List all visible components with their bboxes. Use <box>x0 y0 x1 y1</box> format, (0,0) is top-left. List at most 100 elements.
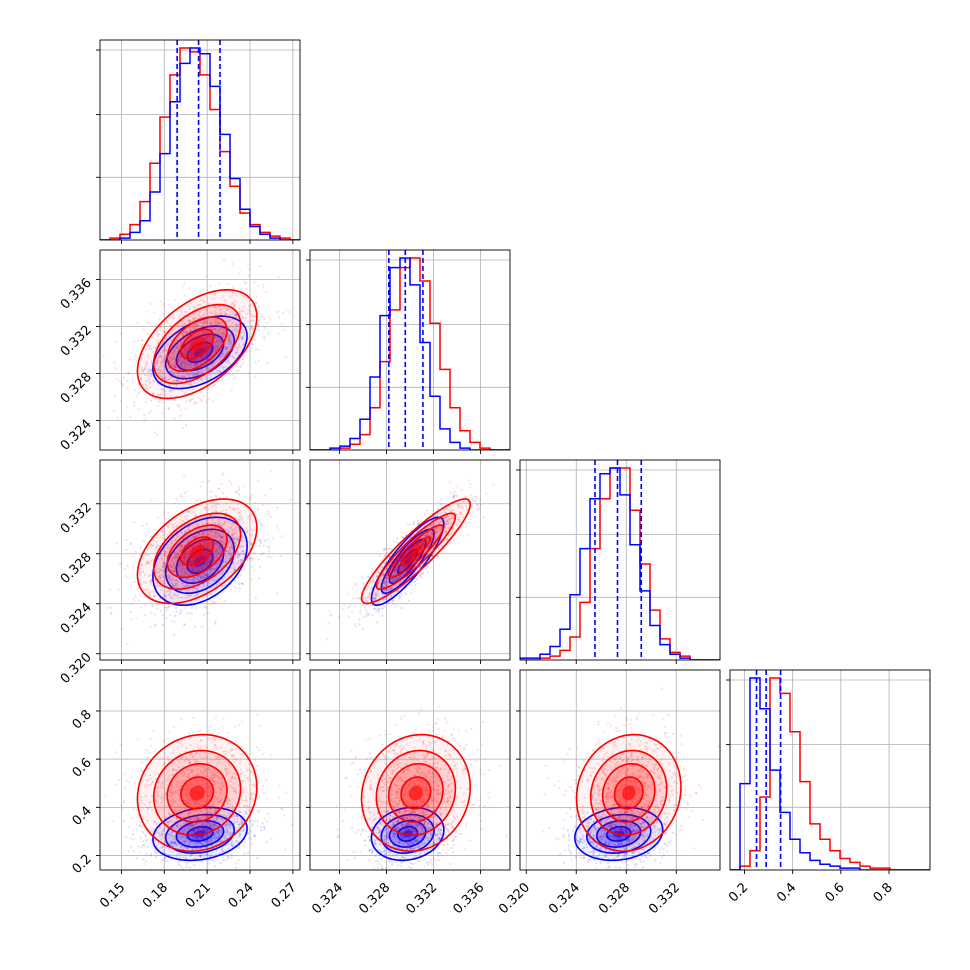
scatter-point <box>132 555 135 558</box>
scatter-point <box>180 362 183 365</box>
scatter-point <box>172 566 175 569</box>
scatter-point <box>159 325 162 329</box>
scatter-point <box>234 357 237 360</box>
scatter-point <box>188 362 191 366</box>
scatter-point <box>132 565 135 568</box>
scatter-point <box>147 531 150 534</box>
scatter-point <box>353 583 356 586</box>
scatter-point <box>184 348 187 351</box>
scatter-point <box>148 369 151 372</box>
scatter-point <box>183 338 186 341</box>
scatter-point <box>244 539 247 543</box>
scatter-point <box>516 458 518 460</box>
scatter-point <box>227 313 231 316</box>
scatter-point <box>210 495 213 499</box>
scatter-point <box>214 307 218 310</box>
scatter-point <box>164 356 167 359</box>
y-tick-label: 0.324 <box>58 600 95 637</box>
scatter-point <box>186 510 189 513</box>
scatter-point <box>232 328 236 331</box>
scatter-point <box>192 402 196 406</box>
scatter-point <box>193 625 197 628</box>
scatter-point <box>204 320 207 323</box>
scatter-point <box>209 361 212 364</box>
scatter-point <box>160 400 164 403</box>
scatter-point <box>152 379 155 382</box>
scatter-point <box>234 322 238 326</box>
scatter-point <box>181 376 184 379</box>
scatter-point <box>190 373 193 376</box>
scatter-point <box>222 366 225 369</box>
scatter-point <box>175 606 178 610</box>
scatter-point <box>213 383 217 387</box>
scatter-point <box>183 322 186 325</box>
scatter-point <box>234 301 237 304</box>
scatter-point <box>224 300 228 303</box>
scatter-point <box>492 483 495 487</box>
scatter-point <box>160 361 163 365</box>
scatter-point <box>202 395 205 398</box>
scatter-point <box>251 494 254 497</box>
scatter-point <box>191 326 194 329</box>
scatter-point <box>236 493 240 496</box>
scatter-point <box>220 341 223 344</box>
scatter-point <box>251 559 254 562</box>
scatter-point <box>211 601 214 604</box>
scatter-point <box>236 354 239 357</box>
scatter-point <box>195 325 198 328</box>
scatter-point <box>190 371 193 375</box>
scatter-point <box>177 304 180 308</box>
scatter-point <box>225 366 228 369</box>
scatter-point <box>193 323 197 326</box>
scatter-point <box>219 337 222 340</box>
scatter-point <box>187 331 191 334</box>
scatter-point <box>185 310 188 313</box>
scatter-point <box>206 551 209 554</box>
scatter-point <box>133 599 136 603</box>
scatter-point <box>188 305 191 308</box>
scatter-point <box>144 367 147 370</box>
scatter-point <box>213 305 216 309</box>
scatter-point <box>243 323 246 327</box>
scatter-point <box>179 359 182 362</box>
scatter-point <box>253 281 256 284</box>
scatter-point <box>205 275 208 278</box>
scatter-point <box>177 379 180 382</box>
scatter-point <box>189 329 192 333</box>
density-contour-series-1 <box>152 315 248 390</box>
scatter-point <box>179 341 182 344</box>
scatter-point <box>113 361 116 364</box>
scatter-point <box>213 324 216 327</box>
scatter-point <box>191 319 194 322</box>
scatter-point <box>237 556 240 559</box>
scatter-point <box>155 546 158 549</box>
scatter-point <box>218 357 221 361</box>
scatter-point <box>175 345 179 348</box>
scatter-point <box>201 314 205 317</box>
scatter-point <box>190 354 193 357</box>
scatter-point <box>240 582 243 585</box>
scatter-point <box>208 336 211 339</box>
scatter-point <box>209 346 213 350</box>
scatter-point <box>249 327 252 330</box>
scatter-point <box>198 598 201 601</box>
scatter-point <box>218 322 221 325</box>
scatter-point <box>243 281 246 284</box>
scatter-point <box>232 567 235 570</box>
scatter-point <box>205 606 208 609</box>
scatter-point <box>254 596 257 600</box>
scatter-point <box>190 352 193 355</box>
scatter-point <box>113 409 116 412</box>
scatter-point <box>175 365 178 368</box>
scatter-point <box>214 622 217 625</box>
scatter-point <box>190 606 194 610</box>
scatter-point <box>178 404 181 407</box>
scatter-point <box>224 345 227 349</box>
scatter-point <box>202 358 205 361</box>
scatter-point <box>209 490 212 493</box>
scatter-point <box>249 497 252 500</box>
scatter-point <box>192 326 195 329</box>
scatter-point <box>141 369 145 372</box>
scatter-point <box>156 359 159 362</box>
scatter-point <box>241 337 244 340</box>
